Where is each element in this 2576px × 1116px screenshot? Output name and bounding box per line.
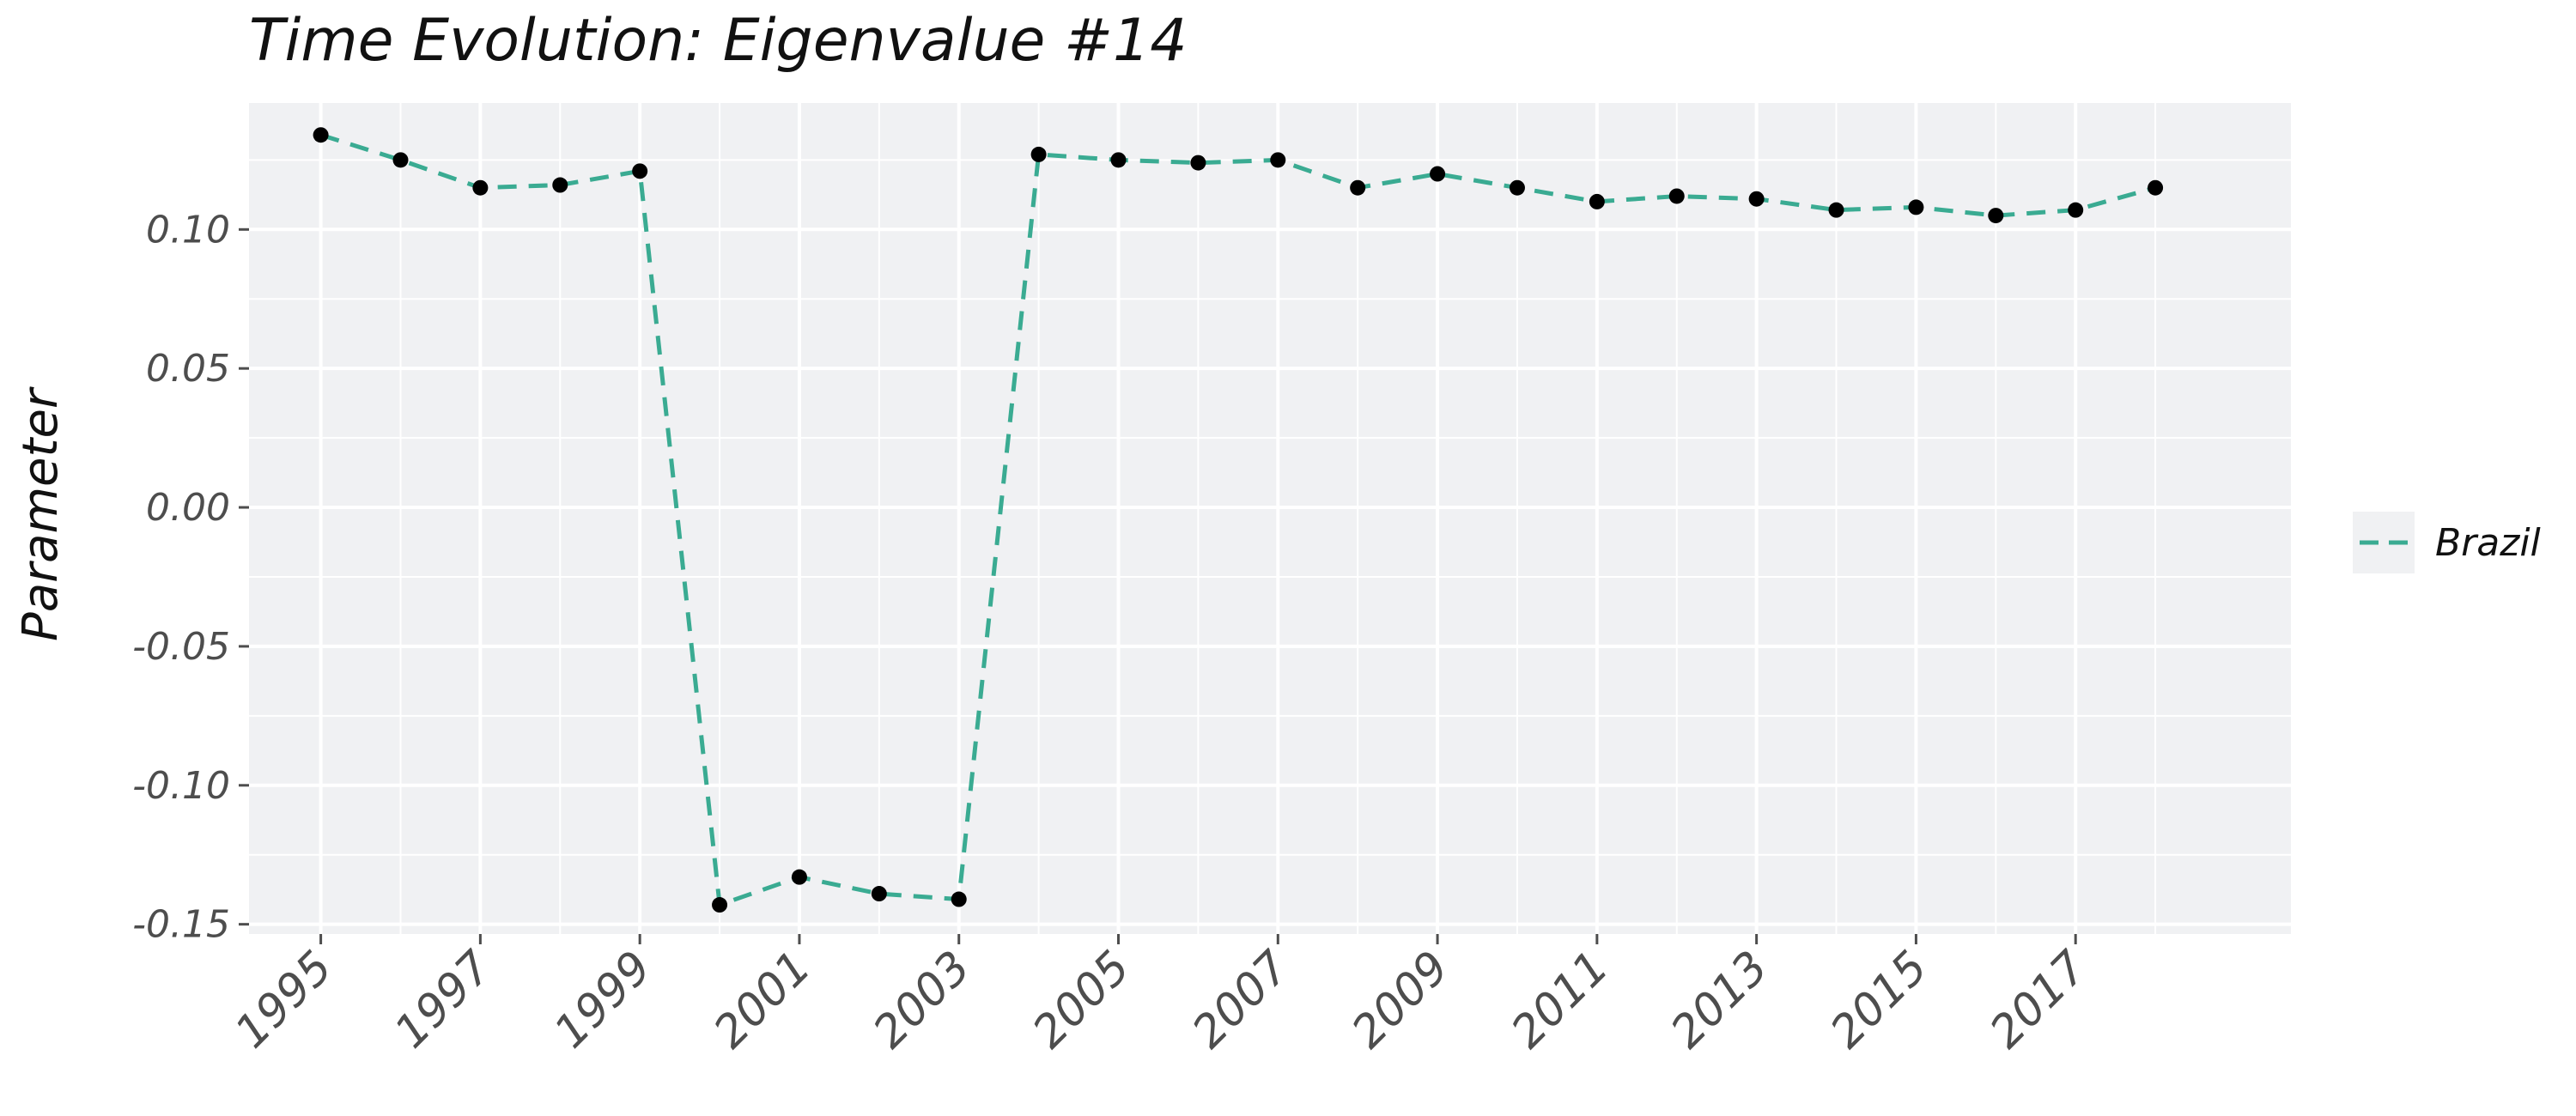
data-point	[313, 127, 329, 143]
x-tick-label: 2015	[1821, 942, 1938, 1058]
x-tick-label: 2003	[864, 942, 981, 1058]
data-point	[1110, 152, 1127, 168]
x-tick-label: 2007	[1182, 942, 1299, 1058]
data-point	[1509, 179, 1525, 196]
y-tick-label: 0.00	[146, 486, 230, 530]
y-axis-title: Parameter	[13, 386, 69, 641]
data-point	[712, 897, 728, 913]
y-axis: 0.10 0.05 0.00 -0.05 -0.10 -0.15	[132, 208, 249, 947]
data-point	[2148, 179, 2164, 196]
chart-title: Time Evolution: Eigenvalue #14	[249, 7, 1188, 75]
x-tick-label: 2017	[1980, 942, 2097, 1058]
data-point	[951, 891, 967, 907]
data-point	[1908, 199, 1924, 215]
y-tick-label: -0.15	[132, 903, 230, 947]
data-point	[1748, 191, 1765, 207]
x-tick-label: 2005	[1024, 942, 1140, 1058]
x-tick-label: 2011	[1502, 942, 1619, 1058]
data-point	[1828, 202, 1844, 218]
x-tick-label: 2013	[1662, 942, 1778, 1058]
data-point	[472, 179, 489, 196]
data-point	[1190, 155, 1206, 171]
data-point	[871, 886, 887, 902]
x-axis: 1995 1997 1999 2001 2003 2005 2007 2009 2011 2013…	[226, 934, 2097, 1058]
data-point	[1988, 208, 2004, 224]
data-point	[392, 152, 409, 168]
data-point	[791, 869, 807, 885]
series-lines	[319, 132, 2156, 907]
x-tick-label: 1999	[544, 942, 661, 1058]
x-tick-label: 2009	[1342, 942, 1459, 1058]
data-point	[2068, 202, 2084, 218]
data-point	[1350, 179, 1366, 196]
data-point	[1030, 146, 1047, 162]
data-point	[552, 177, 568, 193]
plot-panel	[249, 103, 2291, 934]
data-point	[632, 163, 648, 179]
series-points	[313, 127, 2164, 913]
y-tick-label: 0.05	[146, 347, 230, 391]
grid-major	[249, 103, 2291, 934]
y-tick-label: 0.10	[146, 208, 230, 252]
series-line-brazil	[319, 132, 2156, 907]
x-tick-label: 1995	[226, 942, 343, 1058]
legend-label: Brazil	[2435, 521, 2542, 565]
x-tick-label: 1997	[386, 942, 502, 1058]
data-point	[1589, 193, 1605, 209]
grid-minor	[240, 103, 2291, 934]
y-tick-label: -0.10	[132, 764, 230, 808]
data-point	[1668, 188, 1685, 204]
data-point	[1270, 152, 1286, 168]
data-point	[1430, 166, 1446, 182]
x-tick-label: 2001	[704, 942, 821, 1058]
legend: Brazil	[2353, 512, 2542, 573]
y-tick-label: -0.05	[132, 625, 230, 669]
